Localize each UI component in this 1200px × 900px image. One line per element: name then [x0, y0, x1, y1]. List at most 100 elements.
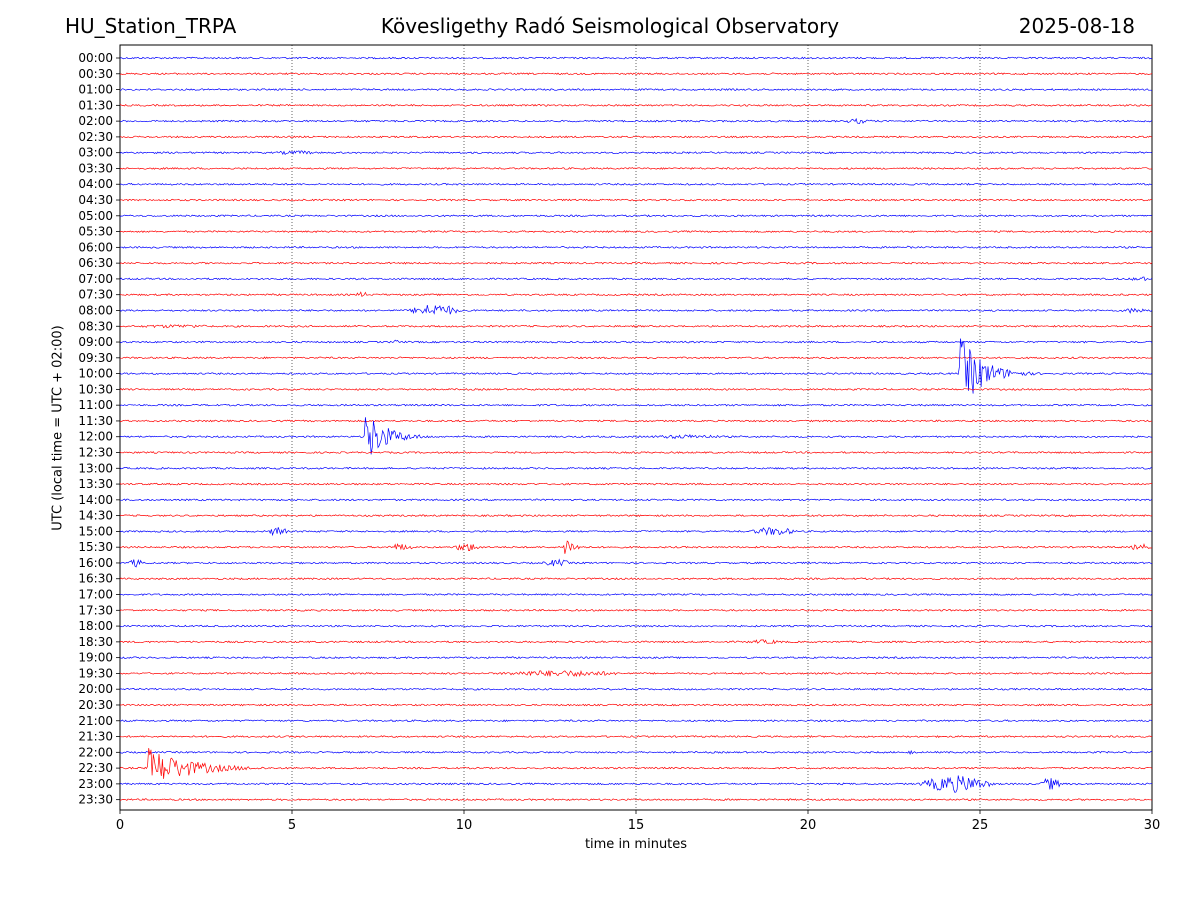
chart-date: 2025-08-18	[1018, 14, 1135, 38]
y-tick-label: 21:30	[78, 730, 113, 744]
y-tick-label: 19:00	[78, 651, 113, 665]
trace-1300	[119, 466, 1153, 470]
trace-1200	[119, 417, 1153, 455]
y-tick-label: 02:30	[78, 130, 113, 144]
trace-2330	[119, 798, 1153, 802]
y-tick-label: 15:00	[78, 524, 113, 538]
y-tick-label: 09:30	[78, 351, 113, 365]
trace-0230	[120, 135, 1153, 139]
trace-0500	[119, 214, 1153, 218]
trace-2130	[119, 735, 1152, 738]
y-tick-label: 04:30	[78, 193, 113, 207]
y-tick-label: 01:00	[78, 83, 113, 97]
station-name: HU_Station_TRPA	[65, 14, 237, 38]
trace-2200	[119, 749, 1153, 755]
trace-0100	[119, 88, 1153, 91]
trace-2000	[119, 687, 1153, 691]
y-tick-label: 13:30	[78, 477, 113, 491]
y-tick-label: 02:00	[78, 114, 113, 128]
trace-1230	[119, 451, 1153, 454]
trace-1030	[119, 388, 1153, 391]
trace-1400	[119, 498, 1153, 502]
trace-2300	[119, 775, 1153, 793]
y-tick-label: 10:00	[78, 367, 113, 381]
y-tick-label: 06:30	[78, 256, 113, 270]
x-tick-label: 5	[288, 818, 296, 833]
y-tick-label: 12:30	[78, 446, 113, 460]
grid-lines	[291, 45, 981, 810]
y-tick-label: 05:30	[78, 225, 113, 239]
y-tick-label: 03:30	[78, 161, 113, 175]
x-tick-label: 30	[1144, 818, 1161, 833]
y-tick-label: 11:30	[78, 414, 113, 428]
y-tick-label: 20:30	[78, 698, 113, 712]
trace-0200	[119, 117, 1153, 124]
trace-1430	[119, 514, 1153, 518]
trace-0800	[119, 305, 1153, 315]
y-tick-label: 14:30	[78, 509, 113, 523]
y-tick-label: 19:30	[78, 666, 113, 680]
chart-title: Kövesligethy Radó Seismological Observat…	[380, 14, 840, 38]
y-tick-label: 04:00	[78, 177, 113, 191]
y-tick-label: 10:30	[78, 382, 113, 396]
x-axis-label: time in minutes	[584, 837, 688, 852]
y-tick-label: 15:30	[78, 540, 113, 554]
x-tick-label: 0	[116, 818, 124, 833]
trace-1800	[119, 624, 1153, 628]
y-tick-label: 09:00	[78, 335, 113, 349]
trace-0730	[120, 291, 1153, 297]
y-tick-label: 00:00	[78, 51, 113, 65]
y-tick-label: 12:00	[78, 430, 113, 444]
y-tick-label: 00:30	[78, 67, 113, 81]
trace-0930	[119, 356, 1153, 360]
x-tick-label: 15	[628, 818, 645, 833]
trace-0900	[119, 339, 1153, 344]
x-tick-label: 10	[456, 818, 473, 833]
trace-0430	[119, 198, 1153, 202]
trace-1700	[119, 593, 1153, 596]
trace-0830	[119, 324, 1153, 329]
trace-1100	[119, 403, 1153, 407]
trace-1000	[119, 338, 1153, 394]
y-tick-label: 06:00	[78, 240, 113, 254]
trace-1330	[119, 482, 1152, 486]
y-tick-label: 20:00	[78, 682, 113, 696]
y-tick-label: 18:00	[78, 619, 113, 633]
y-tick-label: 14:00	[78, 493, 113, 507]
y-tick-label: 08:00	[78, 303, 113, 317]
trace-0700	[119, 276, 1153, 282]
trace-2030	[120, 703, 1153, 707]
trace-1600	[119, 558, 1152, 568]
trace-1830	[119, 639, 1153, 645]
y-tick-label: 21:00	[78, 714, 113, 728]
trace-1130	[119, 419, 1153, 423]
trace-0030	[119, 72, 1153, 76]
trace-0530	[119, 230, 1153, 234]
trace-0630	[119, 261, 1153, 265]
trace-1900	[119, 656, 1153, 660]
y-tick-label: 22:30	[78, 761, 113, 775]
y-tick-label: 23:00	[78, 777, 113, 791]
y-tick-label: 08:30	[78, 319, 113, 333]
trace-1530	[119, 540, 1153, 554]
x-tick-label: 25	[972, 818, 989, 833]
trace-1500	[119, 527, 1153, 537]
trace-1930	[119, 669, 1152, 678]
y-tick-label: 11:00	[78, 398, 113, 412]
x-tick-label: 20	[800, 818, 817, 833]
y-tick-label: 13:00	[78, 461, 113, 475]
y-tick-label: 17:30	[78, 603, 113, 617]
trace-0330	[119, 167, 1153, 170]
y-tick-label: 16:00	[78, 556, 113, 570]
trace-1630	[119, 577, 1153, 581]
y-tick-label: 18:30	[78, 635, 113, 649]
y-tick-label: 16:30	[78, 572, 113, 586]
trace-0300	[119, 150, 1153, 156]
y-tick-label: 23:30	[78, 793, 113, 807]
trace-0400	[119, 182, 1153, 186]
y-tick-label: 22:00	[78, 745, 113, 759]
trace-1730	[119, 608, 1153, 612]
trace-2100	[119, 719, 1153, 723]
